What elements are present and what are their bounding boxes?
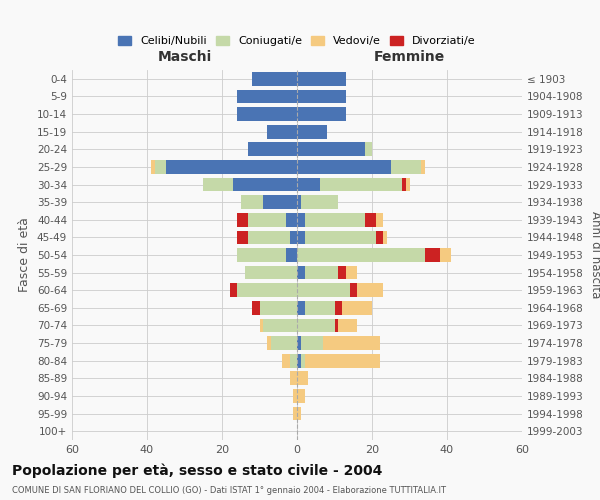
Bar [439, 248, 451, 262]
Bar [267, 336, 271, 350]
Bar [305, 230, 376, 244]
Legend: Celibi/Nubili, Coniugati/e, Vedovi/e, Divorziati/e: Celibi/Nubili, Coniugati/e, Vedovi/e, Di… [114, 31, 480, 50]
Bar [357, 284, 383, 297]
Bar [237, 284, 297, 297]
Text: Popolazione per età, sesso e stato civile - 2004: Popolazione per età, sesso e stato civil… [12, 463, 382, 477]
Bar [425, 248, 439, 262]
Bar [376, 230, 383, 244]
Bar [305, 213, 365, 226]
Bar [297, 318, 335, 332]
Bar [421, 160, 425, 174]
Bar [301, 354, 305, 368]
Bar [320, 178, 402, 192]
Bar [241, 196, 263, 209]
Bar [297, 230, 305, 244]
Bar [267, 125, 297, 138]
Bar [297, 213, 305, 226]
Bar [365, 142, 372, 156]
Bar [286, 213, 297, 226]
Bar [323, 336, 380, 350]
Bar [297, 301, 305, 314]
Bar [248, 213, 286, 226]
Bar [248, 142, 297, 156]
Bar [166, 160, 297, 174]
Bar [286, 248, 297, 262]
Bar [297, 125, 327, 138]
Bar [305, 354, 380, 368]
Bar [297, 336, 301, 350]
Bar [297, 90, 346, 104]
Bar [301, 336, 323, 350]
Bar [293, 389, 297, 403]
Bar [342, 301, 372, 314]
Text: COMUNE DI SAN FLORIANO DEL COLLIO (GO) - Dati ISTAT 1° gennaio 2004 - Elaborazio: COMUNE DI SAN FLORIANO DEL COLLIO (GO) -… [12, 486, 446, 495]
Y-axis label: Anni di nascita: Anni di nascita [589, 212, 600, 298]
Bar [346, 266, 357, 280]
Bar [290, 372, 297, 385]
Bar [383, 230, 387, 244]
Bar [297, 178, 320, 192]
Bar [260, 318, 263, 332]
Bar [237, 90, 297, 104]
Bar [237, 213, 248, 226]
Bar [305, 266, 338, 280]
Bar [335, 318, 338, 332]
Bar [297, 160, 391, 174]
Bar [297, 354, 301, 368]
Bar [338, 318, 357, 332]
Text: Femmine: Femmine [374, 50, 445, 64]
Bar [338, 266, 346, 280]
Bar [248, 230, 290, 244]
Bar [297, 284, 349, 297]
Bar [297, 248, 425, 262]
Bar [406, 178, 409, 192]
Bar [155, 160, 166, 174]
Bar [305, 301, 335, 314]
Bar [260, 301, 297, 314]
Bar [245, 266, 297, 280]
Bar [297, 142, 365, 156]
Bar [293, 406, 297, 420]
Bar [237, 230, 248, 244]
Bar [391, 160, 421, 174]
Bar [229, 284, 237, 297]
Bar [237, 107, 297, 121]
Bar [335, 301, 342, 314]
Bar [297, 72, 346, 86]
Bar [233, 178, 297, 192]
Text: Maschi: Maschi [157, 50, 212, 64]
Bar [365, 213, 376, 226]
Bar [263, 196, 297, 209]
Bar [252, 301, 260, 314]
Bar [297, 389, 305, 403]
Y-axis label: Fasce di età: Fasce di età [19, 218, 31, 292]
Bar [237, 248, 286, 262]
Bar [349, 284, 357, 297]
Bar [301, 196, 338, 209]
Bar [282, 354, 290, 368]
Bar [252, 72, 297, 86]
Bar [290, 230, 297, 244]
Bar [297, 406, 301, 420]
Bar [263, 318, 297, 332]
Bar [271, 336, 297, 350]
Bar [297, 196, 301, 209]
Bar [402, 178, 406, 192]
Bar [297, 266, 305, 280]
Bar [297, 372, 308, 385]
Bar [297, 107, 346, 121]
Bar [203, 178, 233, 192]
Bar [290, 354, 297, 368]
Bar [376, 213, 383, 226]
Bar [151, 160, 155, 174]
